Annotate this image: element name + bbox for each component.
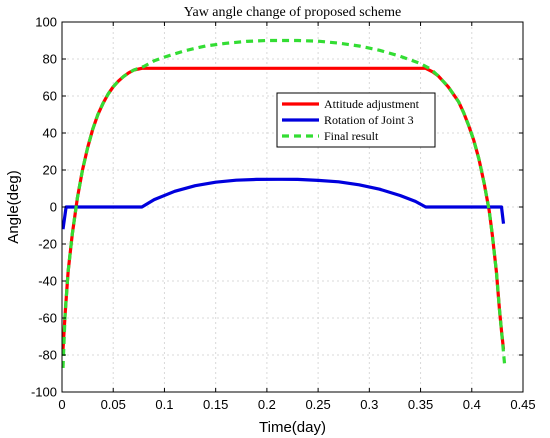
y-tick-label: 40 bbox=[43, 126, 57, 141]
legend-label-2: Rotation of Joint 3 bbox=[324, 113, 414, 127]
series-layer bbox=[61, 38, 507, 368]
x-tick-label: 0.3 bbox=[360, 397, 378, 412]
x-tick-label: 0.05 bbox=[101, 397, 126, 412]
y-tick-label: 80 bbox=[43, 52, 57, 67]
legend: Attitude adjustment Rotation of Joint 3 Fi… bbox=[276, 92, 436, 148]
y-tick-label: -20 bbox=[38, 237, 57, 252]
x-axis-label: Time(day) bbox=[259, 419, 326, 436]
y-tick-label: 0 bbox=[50, 200, 57, 215]
y-tick-label: -80 bbox=[38, 348, 57, 363]
legend-label-1: Attitude adjustment bbox=[324, 97, 420, 111]
y-tick-label: -40 bbox=[38, 274, 57, 289]
legend-label-3: Final result bbox=[324, 129, 379, 143]
x-tick-label: 0.25 bbox=[305, 397, 330, 412]
y-tick-label: -60 bbox=[38, 311, 57, 326]
x-tick-label: 0.15 bbox=[203, 397, 228, 412]
y-axis-label: Angle(deg) bbox=[5, 170, 22, 243]
x-tick-label: 0.2 bbox=[258, 397, 276, 412]
chart-title: Yaw angle change of proposed scheme bbox=[184, 5, 401, 20]
y-tick-label: 20 bbox=[43, 163, 57, 178]
x-tick-label: 0.4 bbox=[463, 397, 481, 412]
x-tick-label: 0 bbox=[58, 397, 65, 412]
y-tick-label: 60 bbox=[43, 89, 57, 104]
x-tick-label: 0.45 bbox=[510, 397, 535, 412]
series-line-3 bbox=[61, 38, 507, 368]
y-tick-label: 100 bbox=[35, 15, 57, 30]
series-line-2 bbox=[61, 177, 506, 230]
x-tick-label: 0.35 bbox=[408, 397, 433, 412]
tick-layer: 0 0.05 0.1 0.15 0.2 0.25 0.3 0.35 0.4 0.45 -100 -80… bbox=[31, 15, 536, 413]
x-tick-label: 0.1 bbox=[155, 397, 173, 412]
y-tick-label: -100 bbox=[31, 385, 57, 400]
